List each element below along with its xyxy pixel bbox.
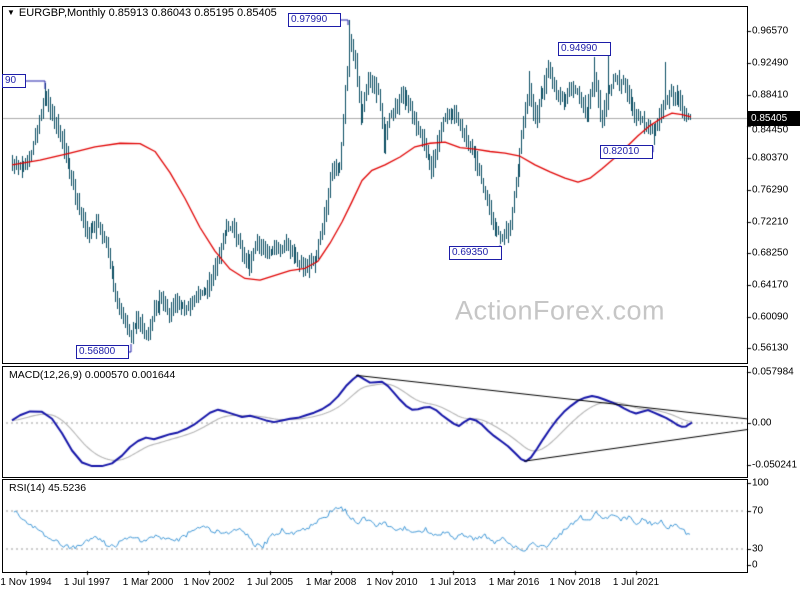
chart-title: ▼ EURGBP,Monthly 0.85913 0.86043 0.85195 …	[7, 7, 277, 19]
rsi-axis-label: 100	[752, 477, 769, 489]
price-axis-label: 0.72210	[752, 216, 789, 228]
date-axis-label: 1 Nov 1994	[0, 577, 52, 588]
symbol-dropdown-icon[interactable]: ▼	[7, 8, 15, 17]
date-axis-label: 1 Nov 2010	[366, 577, 418, 588]
macd-panel[interactable]	[2, 366, 748, 478]
macd-axis-label: 0.00	[752, 417, 772, 429]
current-price-tag: 0.85405	[748, 111, 800, 127]
rsi-indicator-label: RSI(14) 45.5236	[9, 482, 87, 494]
macd-axis-label: -0.050241	[752, 459, 798, 471]
price-annotation-box: 0.97990	[288, 13, 341, 27]
price-axis-label: 0.64170	[752, 279, 789, 291]
price-annotation-box: 90	[2, 74, 26, 88]
date-axis-label: 1 Mar 2008	[305, 577, 357, 588]
date-axis-label: 1 Jul 2021	[612, 577, 660, 588]
rsi-axis-label: 0	[752, 559, 758, 571]
rsi-axis-label: 70	[752, 505, 764, 517]
date-axis-label: 1 Nov 2002	[183, 577, 235, 588]
rsi-panel[interactable]	[2, 479, 748, 573]
price-axis-label: 0.92490	[752, 57, 789, 69]
symbol-ohlc-text: EURGBP,Monthly 0.85913 0.86043 0.85195 0…	[18, 7, 277, 19]
date-axis-label: 1 Mar 2000	[122, 577, 174, 588]
date-axis-label: 1 Jul 1997	[63, 577, 111, 588]
price-axis-label: 0.76290	[752, 184, 789, 196]
price-axis-label: 0.88410	[752, 89, 789, 101]
date-axis-label: 1 Mar 2016	[488, 577, 540, 588]
price-panel[interactable]	[2, 6, 748, 364]
price-axis-label: 0.68250	[752, 247, 789, 259]
price-axis-label: 0.60090	[752, 311, 789, 323]
date-axis-label: 1 Jul 2013	[429, 577, 477, 588]
price-annotation-box: 0.69350	[449, 246, 502, 260]
price-annotation-box: 0.56800	[76, 345, 129, 359]
price-axis-label: 0.80370	[752, 152, 789, 164]
rsi-axis-label: 30	[752, 543, 764, 555]
macd-axis-label: 0.057984	[752, 366, 794, 378]
price-annotation-box: 0.94990	[558, 42, 611, 56]
price-annotation-box: 0.82010	[600, 145, 653, 159]
price-axis-label: 0.84450	[752, 124, 789, 136]
macd-indicator-label: MACD(12,26,9) 0.000570 0.001644	[9, 369, 176, 381]
price-axis-label: 0.96570	[752, 25, 789, 37]
price-axis-label: 0.56130	[752, 342, 789, 354]
watermark: ActionForex.com	[454, 295, 666, 326]
date-axis-label: 1 Jul 2005	[246, 577, 294, 588]
date-axis-label: 1 Nov 2018	[549, 577, 601, 588]
